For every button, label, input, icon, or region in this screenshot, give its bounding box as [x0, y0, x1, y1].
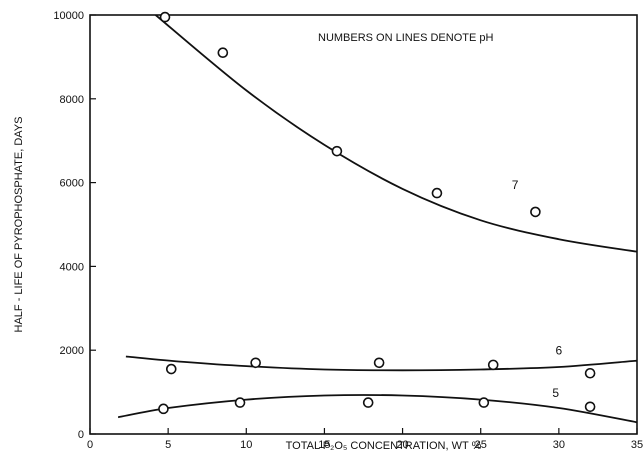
fitted-curves: [117, 15, 637, 424]
point-ph-7: [530, 206, 541, 218]
x-axis-label: TOTAL P₂O₅ CONCENTRATION, WT %: [286, 440, 482, 452]
line-label-ph-6: 6: [556, 343, 563, 357]
point-ph-6: [584, 367, 596, 379]
curve-ph-6: [125, 355, 637, 372]
y-tick-label: 10000: [53, 10, 84, 22]
point-ph-7: [217, 47, 229, 59]
point-ph-6: [165, 363, 177, 375]
chart-labels: NUMBERS ON LINES DENOTE pH TOTAL P₂O₅ CO…: [13, 32, 563, 452]
curve-ph-5: [117, 394, 637, 424]
point-ph-7: [331, 145, 343, 157]
point-ph-5: [584, 401, 596, 413]
line-label-ph-7: 7: [512, 178, 519, 192]
point-ph-6: [373, 357, 385, 369]
curve-ph-7: [155, 15, 637, 253]
point-ph-5: [478, 397, 490, 408]
axes: 0 5 10 15 20 25 30 35 0 2000 4000 6000 8000 10000: [53, 10, 643, 451]
x-tick-label: 15: [318, 439, 330, 451]
line-label-ph-5: 5: [552, 386, 559, 400]
y-tick-label: 4000: [60, 261, 84, 273]
point-ph-5: [362, 397, 374, 408]
y-axis-label: HALF - LIFE OF PYROPHOSPHATE, DAYS: [13, 117, 25, 333]
point-ph-7: [431, 187, 443, 199]
y-tick-label: 6000: [60, 178, 84, 190]
y-tick-label: 8000: [60, 94, 84, 106]
y-tick-label: 2000: [60, 345, 84, 357]
point-ph-5: [234, 397, 246, 408]
point-ph-6: [250, 357, 261, 369]
x-tick-label: 35: [631, 439, 643, 451]
point-ph-7: [159, 11, 171, 23]
x-tick-label: 25: [475, 439, 487, 451]
point-ph-5: [158, 403, 169, 415]
x-tick-label: 30: [553, 439, 565, 451]
y-tick-label: 0: [78, 429, 84, 441]
x-tick-label: 0: [87, 439, 93, 451]
x-tick-label: 20: [396, 439, 408, 451]
annotation: NUMBERS ON LINES DENOTE pH: [318, 32, 493, 44]
x-tick-label: 10: [240, 439, 252, 451]
point-ph-6: [487, 359, 499, 371]
x-tick-label: 5: [165, 439, 171, 451]
plot-frame: [89, 14, 638, 435]
data-points: [158, 11, 596, 415]
